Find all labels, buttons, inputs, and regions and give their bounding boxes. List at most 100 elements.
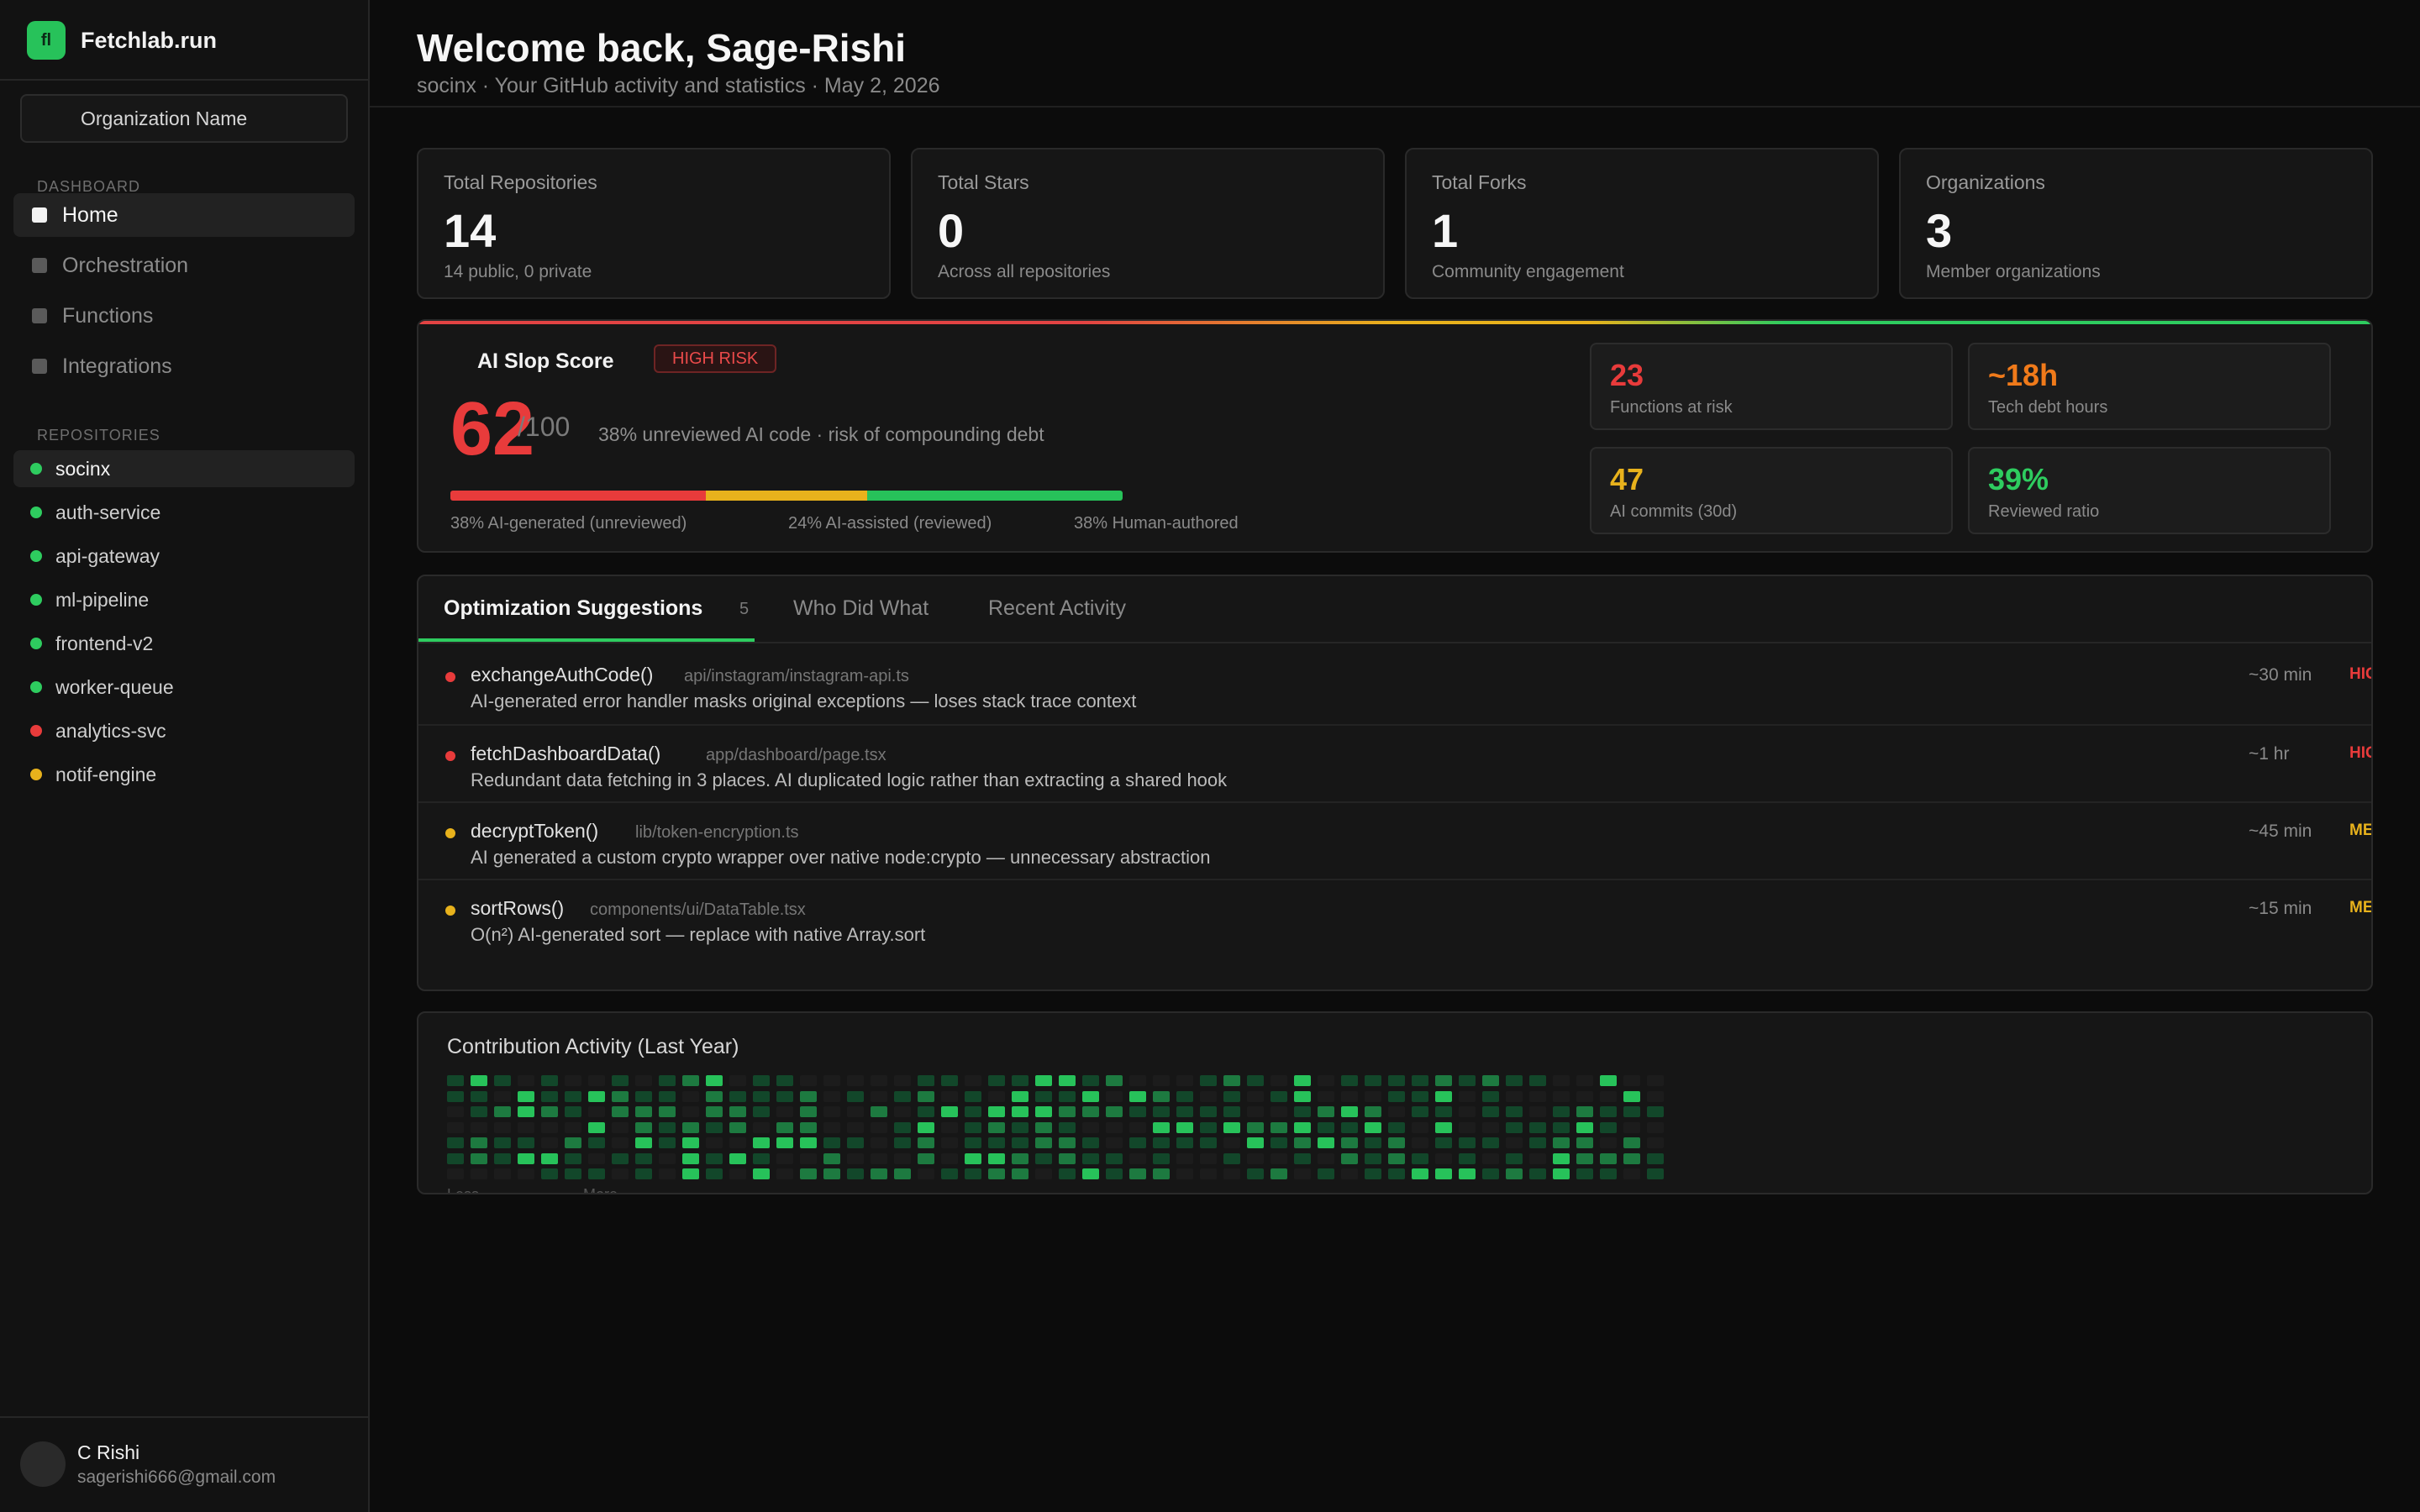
contribution-cell[interactable] (1082, 1106, 1099, 1117)
contribution-cell[interactable] (1176, 1168, 1193, 1179)
contribution-cell[interactable] (1059, 1106, 1076, 1117)
contribution-cell[interactable] (1600, 1106, 1617, 1117)
contribution-cell[interactable] (1270, 1090, 1287, 1102)
contribution-cell[interactable] (918, 1090, 934, 1102)
contribution-cell[interactable] (847, 1121, 864, 1133)
contribution-cell[interactable] (635, 1121, 652, 1133)
contribution-cell[interactable] (988, 1075, 1005, 1086)
contribution-cell[interactable] (965, 1075, 981, 1086)
contribution-cell[interactable] (471, 1090, 487, 1102)
contribution-cell[interactable] (1012, 1168, 1028, 1179)
contribution-cell[interactable] (1200, 1152, 1217, 1164)
contribution-cell[interactable] (1459, 1137, 1476, 1148)
contribution-cell[interactable] (1647, 1137, 1664, 1148)
contribution-cell[interactable] (565, 1152, 581, 1164)
suggestion-row[interactable]: sortRows() components/ui/DataTable.tsx O… (418, 879, 2371, 956)
contribution-cell[interactable] (541, 1106, 558, 1117)
contribution-cell[interactable] (823, 1137, 840, 1148)
contribution-cell[interactable] (682, 1168, 699, 1179)
contribution-cell[interactable] (541, 1137, 558, 1148)
contribution-cell[interactable] (1365, 1106, 1381, 1117)
contribution-cell[interactable] (1059, 1075, 1076, 1086)
contribution-cell[interactable] (447, 1075, 464, 1086)
contribution-cell[interactable] (1176, 1152, 1193, 1164)
contribution-cell[interactable] (1318, 1168, 1334, 1179)
contribution-cell[interactable] (753, 1168, 770, 1179)
contribution-cell[interactable] (1623, 1121, 1640, 1133)
contribution-cell[interactable] (447, 1168, 464, 1179)
contribution-cell[interactable] (1576, 1075, 1593, 1086)
contribution-cell[interactable] (1576, 1121, 1593, 1133)
contribution-cell[interactable] (871, 1090, 887, 1102)
contribution-cell[interactable] (1106, 1168, 1123, 1179)
contribution-cell[interactable] (1553, 1137, 1570, 1148)
contribution-cell[interactable] (1106, 1106, 1123, 1117)
contribution-cell[interactable] (1600, 1121, 1617, 1133)
contribution-cell[interactable] (1506, 1121, 1523, 1133)
contribution-cell[interactable] (823, 1075, 840, 1086)
contribution-cell[interactable] (1153, 1106, 1170, 1117)
contribution-cell[interactable] (1318, 1137, 1334, 1148)
contribution-cell[interactable] (871, 1075, 887, 1086)
contribution-cell[interactable] (635, 1075, 652, 1086)
contribution-cell[interactable] (1341, 1075, 1358, 1086)
contribution-cell[interactable] (1623, 1090, 1640, 1102)
contribution-cell[interactable] (1647, 1121, 1664, 1133)
contribution-cell[interactable] (1459, 1152, 1476, 1164)
contribution-cell[interactable] (1035, 1137, 1052, 1148)
contribution-cell[interactable] (706, 1075, 723, 1086)
contribution-cell[interactable] (1106, 1121, 1123, 1133)
contribution-cell[interactable] (1176, 1121, 1193, 1133)
contribution-cell[interactable] (565, 1106, 581, 1117)
contribution-cell[interactable] (471, 1168, 487, 1179)
contribution-cell[interactable] (753, 1106, 770, 1117)
contribution-cell[interactable] (447, 1106, 464, 1117)
contribution-cell[interactable] (1388, 1137, 1405, 1148)
contribution-cell[interactable] (706, 1121, 723, 1133)
contribution-cell[interactable] (682, 1121, 699, 1133)
contribution-cell[interactable] (800, 1106, 817, 1117)
sidebar-item-home[interactable]: Home (13, 193, 355, 237)
contribution-cell[interactable] (800, 1152, 817, 1164)
contribution-cell[interactable] (1435, 1090, 1452, 1102)
contribution-cell[interactable] (1576, 1137, 1593, 1148)
contribution-cell[interactable] (1435, 1106, 1452, 1117)
repo-item-worker-queue[interactable]: worker-queue (13, 669, 355, 706)
contribution-cell[interactable] (706, 1106, 723, 1117)
contribution-cell[interactable] (659, 1075, 676, 1086)
contribution-cell[interactable] (1247, 1075, 1264, 1086)
contribution-cell[interactable] (1506, 1168, 1523, 1179)
contribution-cell[interactable] (1012, 1152, 1028, 1164)
contribution-cell[interactable] (1012, 1121, 1028, 1133)
contribution-cell[interactable] (1223, 1106, 1240, 1117)
contribution-cell[interactable] (541, 1121, 558, 1133)
contribution-cell[interactable] (1318, 1121, 1334, 1133)
contribution-cell[interactable] (612, 1090, 629, 1102)
contribution-cell[interactable] (823, 1090, 840, 1102)
contribution-cell[interactable] (1553, 1152, 1570, 1164)
contribution-cell[interactable] (823, 1106, 840, 1117)
contribution-cell[interactable] (1365, 1152, 1381, 1164)
contribution-cell[interactable] (918, 1106, 934, 1117)
contribution-cell[interactable] (965, 1090, 981, 1102)
contribution-cell[interactable] (871, 1152, 887, 1164)
contribution-cell[interactable] (1482, 1106, 1499, 1117)
contribution-cell[interactable] (1223, 1152, 1240, 1164)
contribution-cell[interactable] (706, 1137, 723, 1148)
suggestion-row[interactable]: fetchDashboardData() app/dashboard/page.… (418, 724, 2371, 801)
contribution-cell[interactable] (1270, 1137, 1287, 1148)
contribution-cell[interactable] (588, 1090, 605, 1102)
contribution-cell[interactable] (1059, 1121, 1076, 1133)
contribution-cell[interactable] (1576, 1152, 1593, 1164)
contribution-cell[interactable] (1553, 1168, 1570, 1179)
sidebar-item-integrations[interactable]: Integrations (13, 344, 355, 388)
contribution-cell[interactable] (1176, 1106, 1193, 1117)
contribution-cell[interactable] (706, 1168, 723, 1179)
contribution-cell[interactable] (612, 1075, 629, 1086)
contribution-cell[interactable] (776, 1121, 793, 1133)
contribution-cell[interactable] (1529, 1137, 1546, 1148)
contribution-cell[interactable] (823, 1168, 840, 1179)
contribution-cell[interactable] (518, 1121, 534, 1133)
contribution-cell[interactable] (729, 1090, 746, 1102)
contribution-cell[interactable] (1082, 1137, 1099, 1148)
